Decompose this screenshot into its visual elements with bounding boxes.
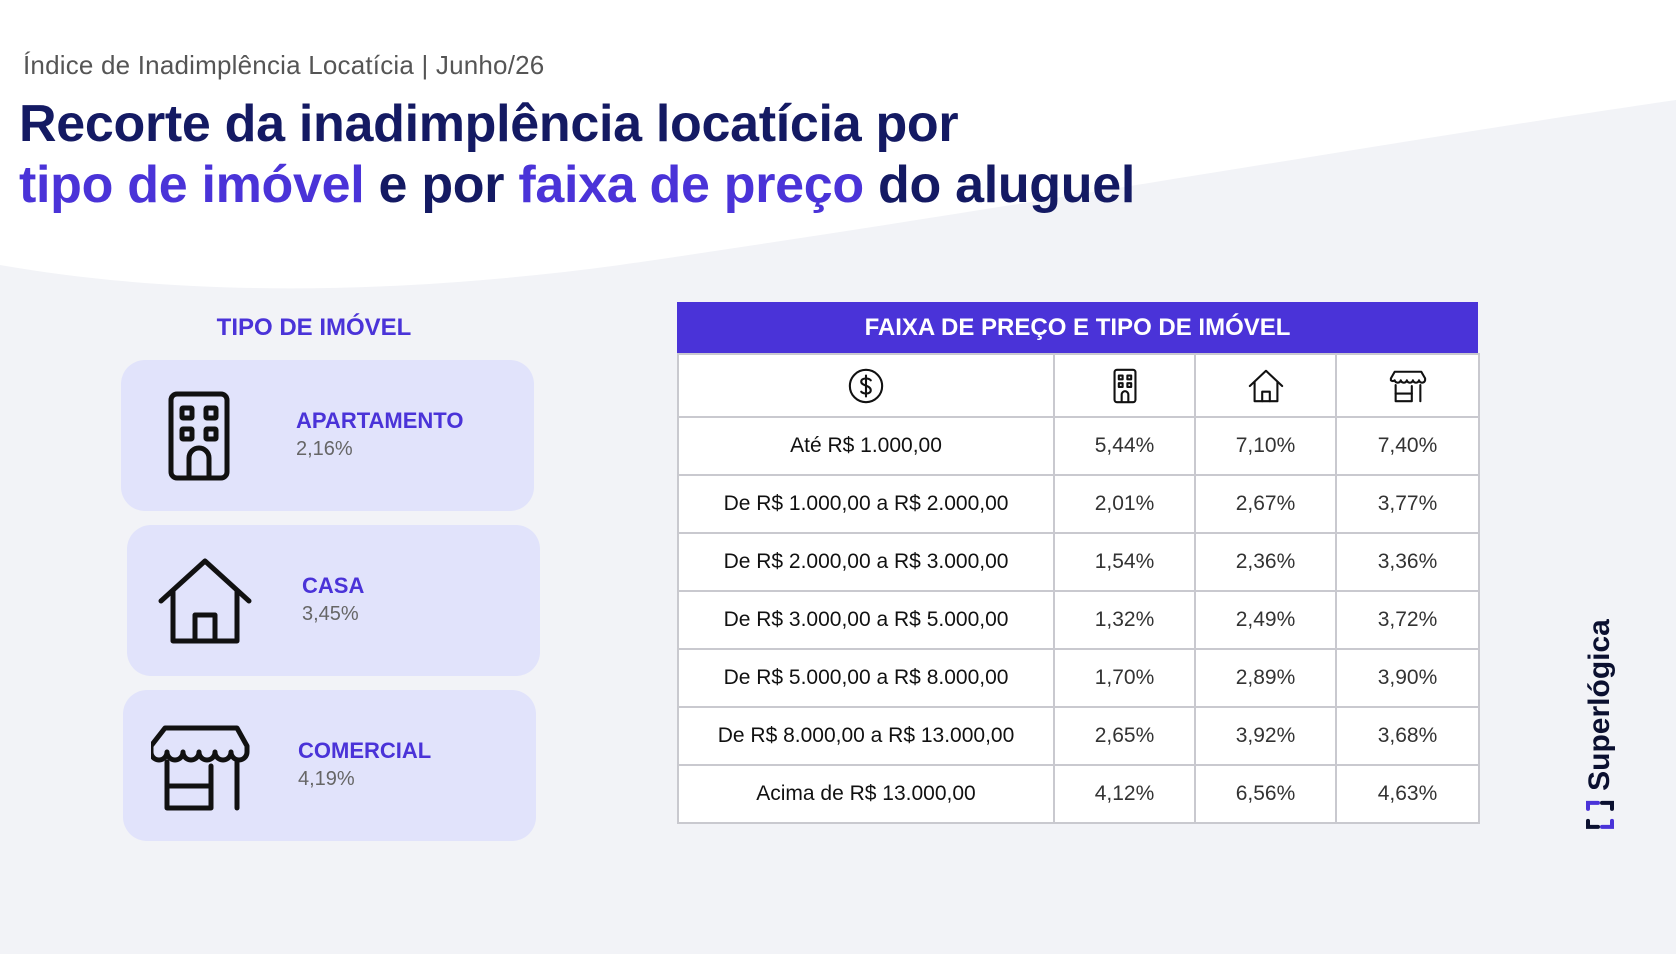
- card-casa: CASA 3,45%: [127, 525, 540, 676]
- building-icon: [1113, 368, 1136, 403]
- cell-apartamento: 2,01%: [1053, 474, 1196, 534]
- page-title: Recorte da inadimplência locatícia por t…: [19, 94, 1135, 216]
- cell-range: De R$ 5.000,00 a R$ 8.000,00: [677, 648, 1055, 708]
- storefront-icon: [148, 716, 251, 816]
- table-row: De R$ 1.000,00 a R$ 2.000,00 2,01% 2,67% 3,…: [677, 474, 1480, 534]
- card-value-apartamento: 2,16%: [296, 438, 353, 460]
- cell-range: De R$ 8.000,00 a R$ 13.000,00: [677, 706, 1055, 766]
- table-row: Acima de R$ 13.000,00 4,12% 6,56% 4,63%: [677, 764, 1480, 824]
- brand-name: Superlógica: [1583, 619, 1616, 791]
- cell-casa: 2,49%: [1194, 590, 1337, 650]
- cell-apartamento: 1,32%: [1053, 590, 1196, 650]
- table-header-row: [677, 353, 1480, 418]
- cell-apartamento: 5,44%: [1053, 416, 1196, 476]
- title-connector: e por: [364, 156, 519, 214]
- header-apartamento: [1053, 353, 1196, 418]
- card-value-casa: 3,45%: [302, 603, 359, 625]
- table-row: De R$ 5.000,00 a R$ 8.000,00 1,70% 2,89% 3,…: [677, 648, 1480, 708]
- cell-comercial: 3,36%: [1335, 532, 1480, 592]
- title-line-2: tipo de imóvel e por faixa de preço do a…: [19, 155, 1135, 216]
- table-grid: Até R$ 1.000,00 5,44% 7,10% 7,40% De R$ 1.00…: [677, 353, 1480, 824]
- property-type-heading: TIPO DE IMÓVEL: [216, 314, 412, 341]
- table-title: FAIXA DE PREÇO E TIPO DE IMÓVEL: [677, 302, 1478, 353]
- card-label-comercial: COMERCIAL: [298, 738, 432, 763]
- cell-casa: 2,36%: [1194, 532, 1337, 592]
- cell-comercial: 3,72%: [1335, 590, 1480, 650]
- table-row: De R$ 3.000,00 a R$ 5.000,00 1,32% 2,49% 3,…: [677, 590, 1480, 650]
- cell-range: De R$ 2.000,00 a R$ 3.000,00: [677, 532, 1055, 592]
- title-highlight-faixa: faixa de preço: [518, 156, 864, 214]
- building-icon: [149, 386, 249, 486]
- header-casa: [1194, 353, 1337, 418]
- cell-casa: 6,56%: [1194, 764, 1337, 824]
- table-row: De R$ 8.000,00 a R$ 13.000,00 2,65% 3,92% 3…: [677, 706, 1480, 766]
- report-subtitle: Índice de Inadimplência Locatícia | Junh…: [23, 50, 545, 80]
- card-apartamento: APARTAMENTO 2,16%: [121, 360, 534, 511]
- price-range-table: FAIXA DE PREÇO E TIPO DE IMÓVEL: [677, 302, 1480, 824]
- dollar-icon: [848, 368, 884, 403]
- cell-comercial: 4,63%: [1335, 764, 1480, 824]
- cell-apartamento: 4,12%: [1053, 764, 1196, 824]
- title-highlight-tipo: tipo de imóvel: [19, 156, 365, 214]
- card-value-comercial: 4,19%: [298, 768, 355, 790]
- card-label-apartamento: APARTAMENTO: [296, 408, 464, 433]
- cell-range: De R$ 1.000,00 a R$ 2.000,00: [677, 474, 1055, 534]
- cell-casa: 7,10%: [1194, 416, 1337, 476]
- house-icon: [1248, 369, 1283, 402]
- storefront-icon: [1389, 370, 1426, 402]
- cell-comercial: 7,40%: [1335, 416, 1480, 476]
- cell-comercial: 3,68%: [1335, 706, 1480, 766]
- table-row: De R$ 2.000,00 a R$ 3.000,00 1,54% 2,36% 3,…: [677, 532, 1480, 592]
- cell-apartamento: 1,54%: [1053, 532, 1196, 592]
- cell-range: Até R$ 1.000,00: [677, 416, 1055, 476]
- title-end: do aluguel: [863, 156, 1136, 214]
- table-row: Até R$ 1.000,00 5,44% 7,10% 7,40%: [677, 416, 1480, 476]
- cell-casa: 2,67%: [1194, 474, 1337, 534]
- cell-comercial: 3,90%: [1335, 648, 1480, 708]
- cell-casa: 2,89%: [1194, 648, 1337, 708]
- header-price-range: [677, 353, 1055, 418]
- cell-range: Acima de R$ 13.000,00: [677, 764, 1055, 824]
- cell-comercial: 3,77%: [1335, 474, 1480, 534]
- cell-range: De R$ 3.000,00 a R$ 5.000,00: [677, 590, 1055, 650]
- header-comercial: [1335, 353, 1480, 418]
- superlogica-logo-icon: [1586, 800, 1614, 829]
- cell-apartamento: 2,65%: [1053, 706, 1196, 766]
- card-comercial: COMERCIAL 4,19%: [123, 690, 536, 841]
- title-line-1: Recorte da inadimplência locatícia por: [19, 95, 959, 153]
- card-label-casa: CASA: [302, 573, 365, 598]
- brand-mark: Superlógica: [1565, 619, 1635, 830]
- cell-apartamento: 1,70%: [1053, 648, 1196, 708]
- cell-casa: 3,92%: [1194, 706, 1337, 766]
- house-icon: [155, 551, 255, 651]
